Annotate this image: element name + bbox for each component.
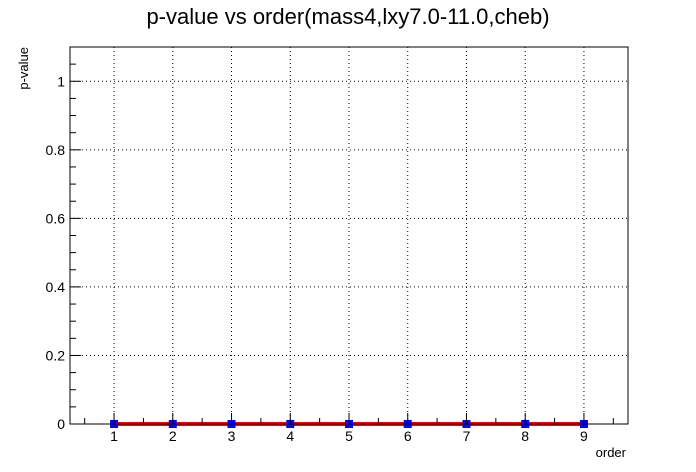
y-tick-label: 1 xyxy=(57,73,65,89)
y-tick-label: 0.2 xyxy=(46,347,66,363)
chart-title: p-value vs order(mass4,lxy7.0-11.0,cheb) xyxy=(146,4,549,29)
x-tick-label: 7 xyxy=(463,428,471,444)
y-tick-label: 0.8 xyxy=(46,142,66,158)
x-tick-label: 8 xyxy=(521,428,529,444)
x-tick-label: 5 xyxy=(345,428,353,444)
x-tick-label: 6 xyxy=(404,428,412,444)
y-axis-label: p-value xyxy=(16,47,31,90)
y-tick-label: 0 xyxy=(57,416,65,432)
x-axis-label: order xyxy=(596,445,627,460)
x-tick-label: 2 xyxy=(169,428,177,444)
x-tick-label: 3 xyxy=(228,428,236,444)
y-tick-label: 0.6 xyxy=(46,210,66,226)
x-tick-label: 1 xyxy=(110,428,118,444)
y-tick-label: 0.4 xyxy=(46,279,66,295)
x-tick-label: 9 xyxy=(580,428,588,444)
axes: 1 2 3 4 5 6 7 8 9 0 0.2 0.4 0.6 0.8 1 xyxy=(46,46,614,444)
x-tick-label: 4 xyxy=(286,428,294,444)
grid xyxy=(70,47,628,424)
